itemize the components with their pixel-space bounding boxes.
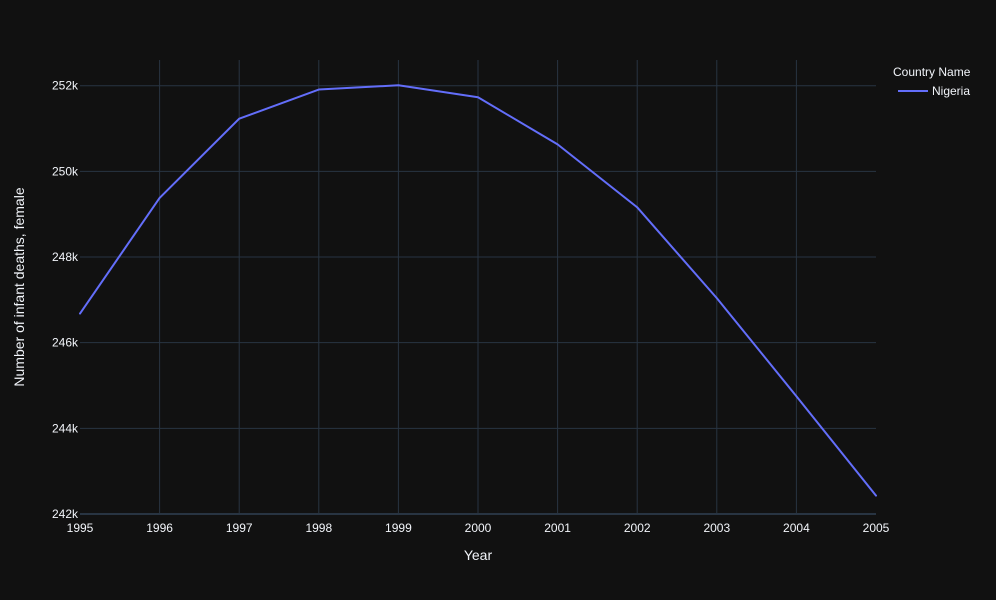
x-tick-label: 2001 [544, 521, 571, 535]
x-tick-label: 2004 [783, 521, 810, 535]
legend[interactable]: Country Name Nigeria [893, 65, 971, 98]
y-tick-label: 252k [52, 79, 79, 93]
x-axis-ticks: 1995 1996 1997 1998 1999 2000 2001 2002 2003 2004… [67, 521, 890, 535]
series-layer [79, 84, 877, 497]
x-tick-label: 2003 [703, 521, 730, 535]
legend-title: Country Name [893, 65, 971, 79]
y-tick-label: 248k [52, 250, 79, 264]
x-tick-label: 1998 [305, 521, 332, 535]
x-tick-label: 1999 [385, 521, 412, 535]
x-axis-title: Year [464, 547, 493, 563]
x-tick-label: 1995 [67, 521, 94, 535]
series-line-nigeria[interactable] [79, 84, 877, 497]
legend-item[interactable]: Nigeria [898, 84, 970, 98]
grid-lines [80, 60, 876, 515]
y-axis-title: Number of infant deaths, female [11, 187, 27, 386]
x-tick-label: 1996 [146, 521, 173, 535]
y-tick-label: 246k [52, 336, 79, 350]
x-tick-label: 1997 [226, 521, 253, 535]
y-tick-label: 250k [52, 164, 79, 178]
x-tick-label: 2005 [863, 521, 890, 535]
x-tick-label: 2000 [465, 521, 492, 535]
x-tick-label: 2002 [624, 521, 651, 535]
y-axis-ticks: 242k 244k 246k 248k 250k 252k [52, 79, 79, 521]
y-tick-label: 244k [52, 421, 79, 435]
legend-items[interactable]: Nigeria [898, 84, 970, 98]
y-tick-label: 242k [52, 507, 79, 521]
legend-label: Nigeria [932, 84, 970, 98]
